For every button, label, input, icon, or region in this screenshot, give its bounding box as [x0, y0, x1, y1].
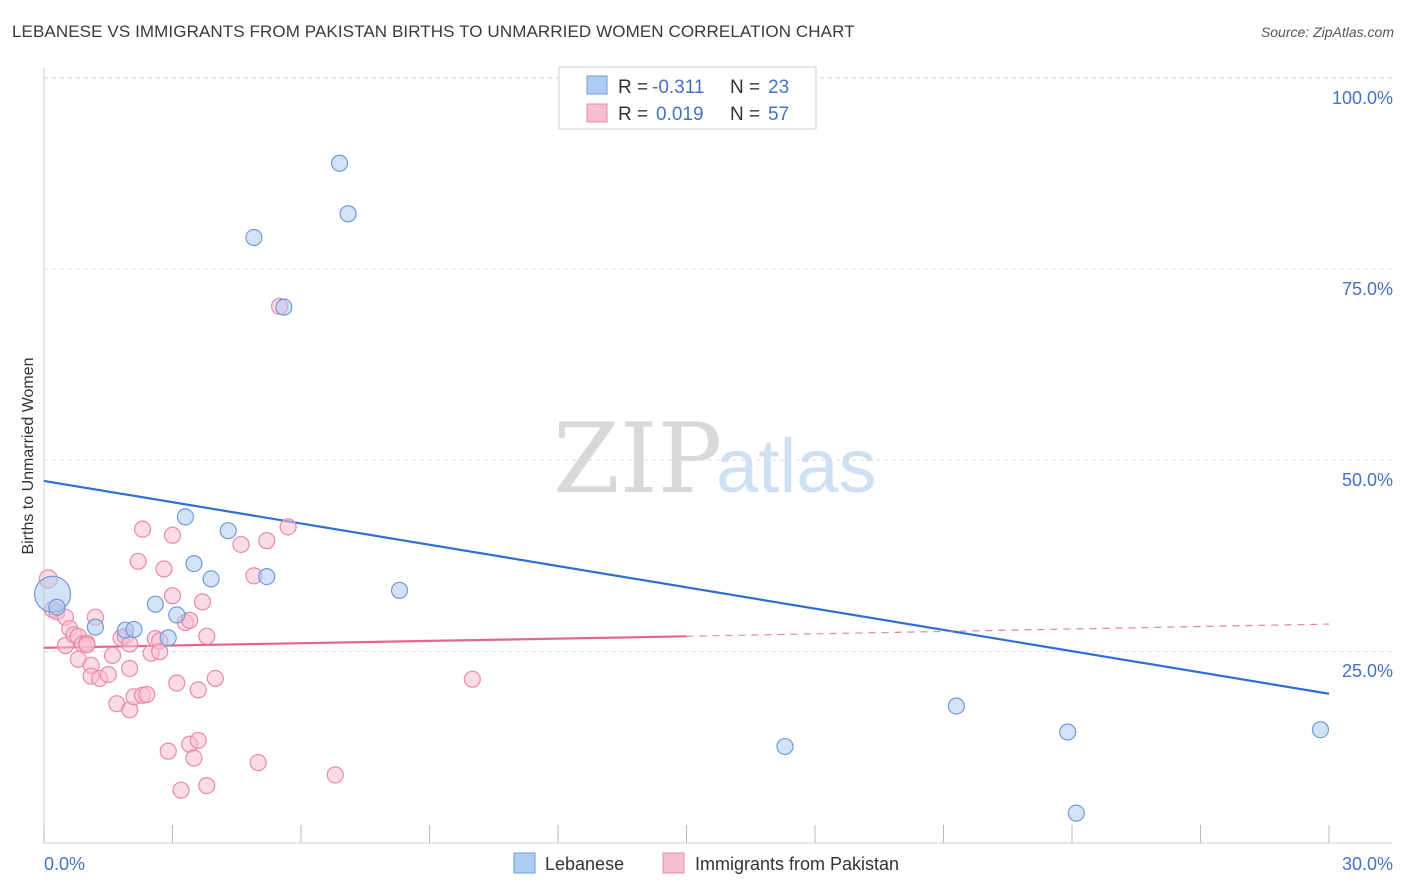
data-point-pakistan [163, 526, 182, 544]
correlation-legend: R = -0.311 N = 23 R = 0.019 N = 57 [558, 66, 817, 130]
data-point-lebanese [339, 205, 357, 223]
data-point-pakistan [121, 659, 139, 678]
series-legend: Lebanese Immigrants from Pakistan [513, 852, 899, 874]
data-point-pakistan [258, 532, 276, 550]
data-point-lebanese [86, 618, 105, 636]
legend-n-value-lebanese: 23 [768, 77, 789, 98]
legend-n-value-pakistan: 57 [768, 104, 789, 125]
data-point-pakistan [138, 685, 156, 704]
data-point-lebanese [219, 522, 237, 540]
data-point-lebanese [48, 598, 66, 616]
x-tick-marks [43, 825, 1330, 843]
y-tick-label-100: 100.0% [1332, 88, 1393, 108]
data-point-pakistan [185, 749, 203, 767]
data-point-pakistan [249, 754, 267, 772]
data-point-lebanese [258, 568, 276, 586]
data-point-lebanese [275, 298, 293, 316]
data-point-lebanese [185, 554, 203, 573]
data-point-pakistan [78, 636, 96, 654]
data-point-pakistan [129, 552, 147, 570]
data-point-pakistan [198, 627, 216, 645]
watermark-zip: ZIP [553, 403, 722, 515]
y-tick-label-75: 75.0% [1342, 279, 1393, 299]
y-axis-label: Births to Unmarried Women [20, 357, 37, 554]
trend-line-lebanese [43, 479, 1330, 695]
series-pakistan-points [38, 297, 481, 799]
data-point-pakistan [198, 776, 216, 795]
legend-swatch-pakistan [586, 103, 608, 123]
legend-n-label-lebanese: N = [730, 77, 760, 98]
trend-line-pakistan [43, 635, 687, 649]
data-point-lebanese [1311, 721, 1330, 739]
data-point-lebanese [390, 581, 409, 599]
data-point-lebanese [947, 697, 965, 715]
data-point-pakistan [172, 781, 190, 799]
data-point-lebanese [125, 620, 143, 639]
chart-title: LEBANESE VS IMMIGRANTS FROM PAKISTAN BIR… [12, 22, 855, 41]
grid-lines [44, 77, 1392, 653]
data-point-pakistan [463, 670, 481, 688]
data-point-pakistan [189, 731, 207, 750]
data-point-lebanese [245, 228, 263, 247]
data-point-pakistan [279, 518, 297, 536]
source-credit: Source: ZipAtlas.com [1260, 24, 1394, 40]
legend-swatch-lebanese [586, 75, 608, 95]
data-point-lebanese [168, 606, 186, 624]
y-tick-label-25: 25.0% [1342, 661, 1393, 681]
data-point-lebanese [1059, 723, 1077, 741]
data-point-pakistan [193, 593, 212, 611]
series-lebanese-points [33, 68, 1330, 822]
data-point-lebanese [176, 508, 194, 526]
bottom-legend-label-lebanese: Lebanese [545, 854, 624, 874]
bottom-legend-swatch-pakistan [662, 852, 685, 874]
bottom-legend-label-pakistan: Immigrants from Pakistan [695, 854, 899, 874]
data-point-pakistan [155, 560, 173, 578]
legend-r-label-pakistan: R = [618, 104, 648, 125]
data-point-pakistan [232, 535, 250, 554]
legend-r-value-pakistan: 0.019 [656, 104, 704, 125]
data-point-lebanese [776, 737, 794, 756]
data-point-pakistan [189, 681, 207, 699]
data-point-pakistan [326, 766, 344, 784]
data-point-pakistan [133, 520, 152, 538]
watermark-atlas: atlas [716, 424, 877, 509]
data-point-pakistan [159, 742, 177, 760]
data-point-lebanese [330, 154, 349, 172]
legend-r-value-lebanese: -0.311 [652, 77, 704, 98]
data-point-pakistan [206, 669, 224, 688]
y-tick-label-50: 50.0% [1342, 470, 1393, 490]
data-point-pakistan [103, 646, 122, 665]
data-point-pakistan [163, 587, 182, 605]
axes [43, 68, 1392, 844]
data-point-lebanese [202, 570, 220, 588]
data-point-pakistan [168, 674, 186, 692]
data-point-pakistan [99, 665, 117, 684]
trend-line-pakistan-extension [686, 623, 1330, 637]
data-point-pakistan [151, 643, 169, 661]
data-point-lebanese [146, 595, 164, 613]
legend-r-label-lebanese: R = [618, 77, 648, 98]
legend-n-label-pakistan: N = [730, 104, 760, 125]
x-tick-label-max: 30.0% [1342, 854, 1393, 874]
x-tick-label-min: 0.0% [44, 854, 85, 874]
data-point-lebanese [159, 629, 177, 647]
bottom-legend-swatch-lebanese [513, 852, 536, 874]
data-point-lebanese [1067, 804, 1085, 822]
